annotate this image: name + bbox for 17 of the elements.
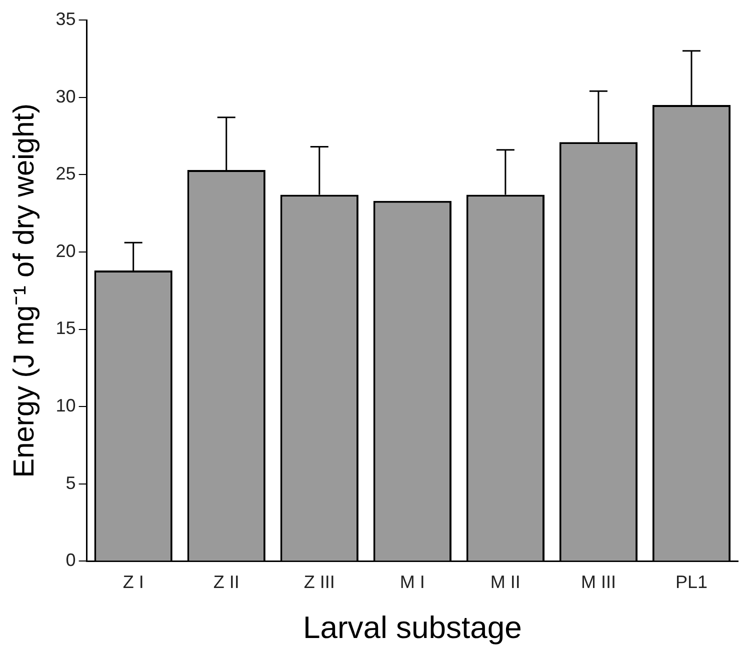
x-tick-label: Z III	[304, 572, 335, 592]
x-tick-label: Z II	[213, 572, 240, 592]
y-tick-label: 5	[66, 472, 76, 493]
x-axis-title: Larval substage	[302, 610, 522, 645]
y-tick-label: 0	[66, 550, 76, 570]
y-axis-title: Energy (J mg⁻¹ of dry weight)	[8, 103, 40, 478]
y-tick-label: 10	[56, 396, 76, 416]
y-tick-label: 35	[56, 8, 76, 29]
y-tick-label: 25	[56, 164, 76, 184]
x-tick-label: PL1	[675, 572, 708, 592]
y-tick-label: 15	[56, 318, 76, 338]
x-tick-label: M II	[490, 572, 520, 592]
y-tick-label: 30	[56, 86, 76, 106]
y-tick-label: 20	[56, 240, 76, 261]
x-tick-label: M I	[400, 572, 425, 592]
x-tick-label: M III	[580, 572, 616, 592]
x-tick-label: Z I	[122, 572, 144, 592]
